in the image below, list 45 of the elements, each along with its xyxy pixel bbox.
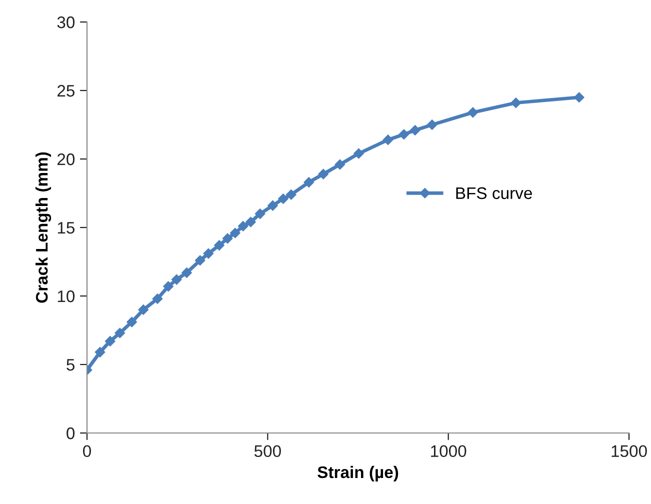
point bbox=[398, 129, 410, 140]
point bbox=[334, 159, 346, 170]
point bbox=[94, 347, 106, 358]
point bbox=[163, 281, 174, 292]
point bbox=[410, 125, 420, 136]
point bbox=[222, 233, 233, 244]
point bbox=[286, 190, 296, 200]
x-axis-title: Strain (µe) bbox=[318, 466, 398, 482]
point bbox=[171, 274, 182, 285]
point bbox=[382, 134, 394, 145]
point bbox=[354, 148, 364, 159]
point bbox=[468, 107, 478, 118]
point bbox=[114, 328, 125, 338]
y-tick-label: 20 bbox=[57, 153, 75, 166]
point bbox=[230, 228, 240, 238]
point bbox=[426, 120, 438, 130]
y-tick-label: 30 bbox=[57, 16, 75, 28]
point bbox=[304, 177, 314, 188]
point bbox=[246, 216, 256, 228]
point bbox=[126, 316, 137, 328]
point bbox=[152, 294, 163, 304]
point bbox=[268, 200, 278, 211]
x-tick-label: 1500 bbox=[612, 445, 647, 458]
point bbox=[574, 92, 584, 102]
y-axis-title: Crack Length (mm) bbox=[35, 152, 52, 303]
legend-label: BFS curve bbox=[456, 187, 532, 200]
point bbox=[138, 304, 148, 315]
point bbox=[214, 240, 224, 250]
x-tick-label: 500 bbox=[254, 445, 281, 458]
x-tick-label: 0 bbox=[83, 445, 91, 458]
point bbox=[182, 268, 192, 278]
y-tick-label: 10 bbox=[58, 290, 75, 302]
point bbox=[238, 221, 248, 232]
y-tick-label: 0 bbox=[66, 427, 75, 440]
point bbox=[510, 98, 522, 108]
point bbox=[318, 168, 328, 180]
y-tick-label: 15 bbox=[58, 222, 74, 234]
y-tick-label: 5 bbox=[66, 359, 74, 371]
point bbox=[203, 248, 214, 259]
point bbox=[278, 194, 288, 204]
x-tick-label: 1000 bbox=[431, 445, 466, 458]
point bbox=[254, 208, 266, 219]
point bbox=[105, 336, 116, 346]
y-tick-label: 25 bbox=[57, 84, 74, 97]
point bbox=[194, 255, 206, 266]
